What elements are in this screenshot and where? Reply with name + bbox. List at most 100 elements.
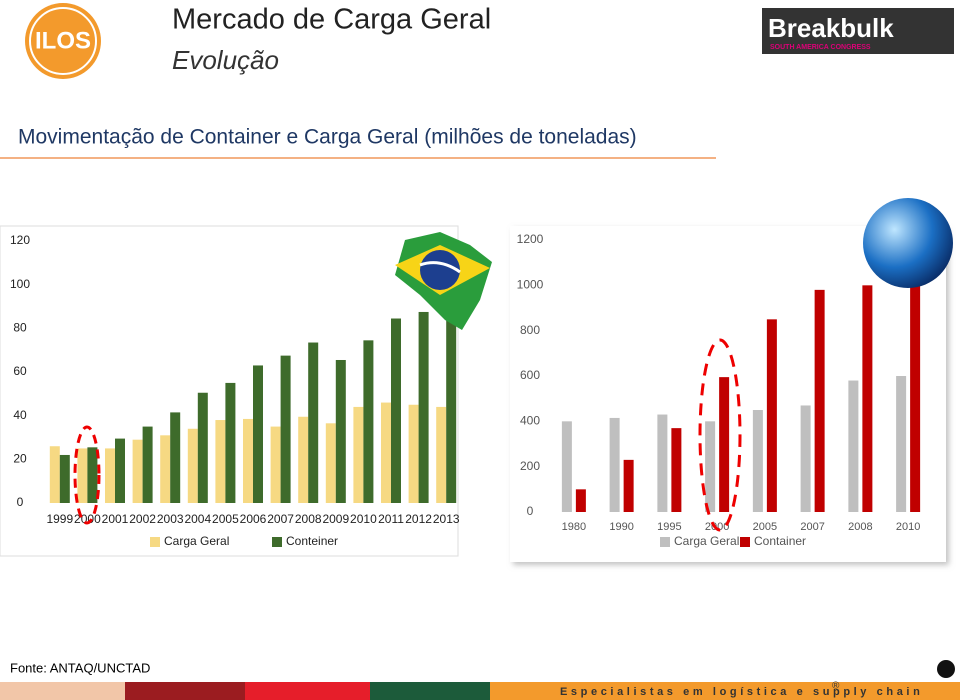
bar bbox=[335, 359, 346, 503]
x-tick-label: 1990 bbox=[609, 521, 633, 533]
footer-bar bbox=[490, 682, 960, 700]
section-heading: Movimentação de Container e Carga Geral … bbox=[18, 126, 637, 149]
bar bbox=[391, 318, 401, 503]
x-tick-label: 1980 bbox=[562, 521, 586, 533]
y-tick-label: 0 bbox=[17, 495, 24, 509]
logo-ring bbox=[25, 3, 101, 79]
bar bbox=[381, 402, 391, 503]
event-logo-box bbox=[762, 8, 954, 54]
x-tick-label: 2005 bbox=[212, 512, 239, 526]
bar bbox=[671, 428, 682, 512]
logo-inner-ring bbox=[29, 7, 97, 75]
bar bbox=[105, 448, 115, 503]
bar bbox=[270, 426, 281, 503]
x-tick-label: 2009 bbox=[322, 512, 349, 526]
x-tick-label: 2003 bbox=[157, 512, 184, 526]
bar bbox=[436, 406, 447, 503]
bar bbox=[705, 421, 716, 512]
bar bbox=[862, 285, 873, 512]
bar bbox=[408, 404, 419, 503]
legend-swatch bbox=[660, 537, 670, 547]
bar bbox=[115, 438, 125, 503]
x-tick-label: 1995 bbox=[657, 521, 681, 533]
legend-label: Carga Geral bbox=[164, 534, 229, 548]
bar bbox=[848, 380, 859, 512]
y-tick-label: 40 bbox=[13, 408, 27, 422]
bar bbox=[225, 382, 236, 503]
y-tick-label: 200 bbox=[520, 459, 540, 473]
x-tick-label: 2011 bbox=[378, 512, 404, 526]
bar bbox=[253, 365, 263, 503]
trademark: ® bbox=[832, 681, 840, 692]
highlight-ellipse bbox=[698, 338, 742, 532]
bar bbox=[446, 306, 457, 503]
bar bbox=[418, 311, 429, 503]
bar bbox=[623, 459, 634, 512]
x-tick-label: 2010 bbox=[350, 512, 377, 526]
bar bbox=[752, 410, 763, 512]
x-tick-label: 2012 bbox=[405, 512, 432, 526]
x-tick-label: 2007 bbox=[800, 521, 824, 533]
bar bbox=[170, 412, 181, 503]
y-tick-label: 600 bbox=[520, 368, 540, 382]
y-tick-label: 400 bbox=[520, 414, 540, 428]
y-tick-label: 80 bbox=[13, 321, 27, 335]
legend-swatch bbox=[740, 537, 750, 547]
x-tick-label: 2005 bbox=[753, 521, 777, 533]
bar bbox=[910, 285, 921, 512]
bar bbox=[298, 416, 309, 503]
y-tick-label: 20 bbox=[13, 452, 27, 466]
x-tick-label: 2004 bbox=[184, 512, 211, 526]
footer-icon bbox=[937, 660, 955, 678]
y-tick-label: 1000 bbox=[517, 278, 544, 292]
brazil-flag bbox=[395, 232, 492, 330]
bar bbox=[59, 454, 70, 503]
footer-tagline: Especialistas em logística e supply chai… bbox=[560, 686, 923, 698]
y-tick-label: 60 bbox=[13, 364, 27, 378]
y-tick-label: 100 bbox=[10, 277, 30, 291]
globe bbox=[863, 198, 953, 288]
legend-label: Carga Geral bbox=[674, 534, 739, 548]
x-tick-label: 2008 bbox=[848, 521, 872, 533]
bar bbox=[280, 355, 291, 503]
x-tick-label: 2010 bbox=[896, 521, 920, 533]
x-tick-label: 2002 bbox=[129, 512, 156, 526]
bar bbox=[215, 420, 226, 503]
x-tick-label: 1999 bbox=[46, 512, 73, 526]
bar bbox=[160, 435, 171, 503]
footer-bar bbox=[0, 682, 125, 700]
x-tick-label: 2013 bbox=[433, 512, 460, 526]
y-tick-label: 120 bbox=[10, 233, 30, 247]
x-tick-label: 2006 bbox=[240, 512, 267, 526]
logo-text: ILOS bbox=[35, 27, 91, 54]
bar bbox=[353, 406, 364, 503]
legend-label: Container bbox=[754, 534, 806, 548]
x-tick-label: 2007 bbox=[267, 512, 294, 526]
bar bbox=[308, 342, 319, 503]
x-tick-label: 2001 bbox=[102, 512, 129, 526]
footer-bar bbox=[370, 682, 490, 700]
event-logo: Breakbulk bbox=[768, 13, 894, 43]
bar bbox=[657, 414, 668, 512]
bar bbox=[561, 421, 572, 512]
bar bbox=[132, 439, 143, 503]
y-tick-label: 800 bbox=[520, 323, 540, 337]
bar bbox=[814, 289, 825, 512]
bar bbox=[142, 426, 153, 503]
bar bbox=[896, 376, 907, 512]
legend-swatch bbox=[150, 537, 160, 547]
highlight-ellipse bbox=[73, 425, 101, 525]
bar bbox=[325, 423, 336, 503]
bar bbox=[87, 447, 98, 503]
bar bbox=[575, 489, 586, 512]
x-tick-label: 2000 bbox=[705, 521, 729, 533]
bar bbox=[719, 377, 730, 512]
bar bbox=[187, 428, 198, 503]
bar bbox=[197, 392, 208, 503]
bar bbox=[77, 448, 88, 503]
legend-label: Conteiner bbox=[286, 534, 338, 548]
bar bbox=[243, 418, 253, 503]
y-tick-label: 1200 bbox=[517, 232, 544, 246]
